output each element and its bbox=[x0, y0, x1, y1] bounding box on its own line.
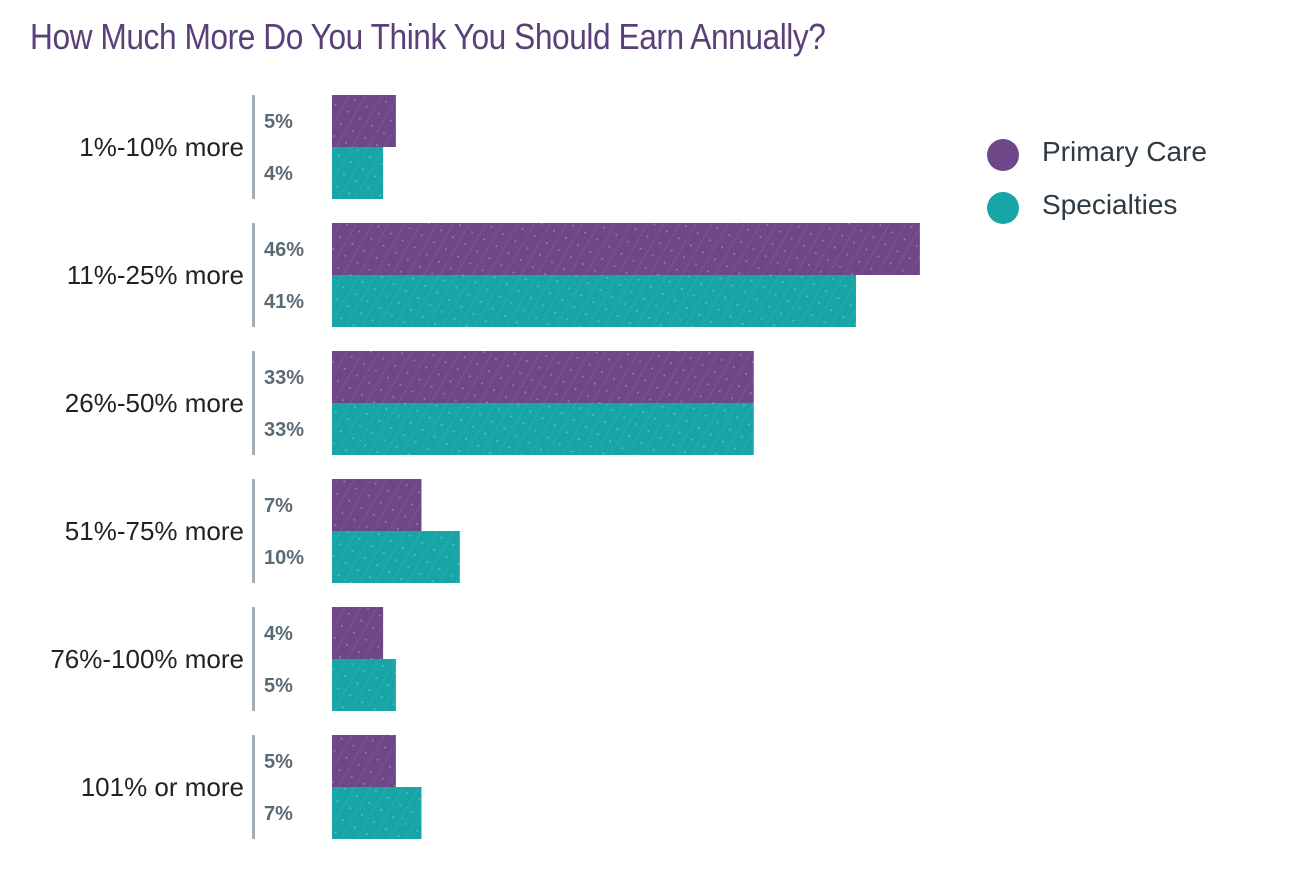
category-label: 26%-50% more bbox=[65, 388, 244, 418]
value-label: 7% bbox=[264, 495, 293, 517]
value-label: 4% bbox=[264, 623, 293, 645]
value-label: 5% bbox=[264, 751, 293, 773]
bar-group: 1%-10% more 5% 4% bbox=[79, 95, 396, 199]
bar-texture bbox=[332, 351, 754, 403]
bar-texture bbox=[332, 659, 396, 711]
value-label: 33% bbox=[264, 419, 304, 441]
group-separator bbox=[252, 223, 255, 327]
group-separator bbox=[252, 351, 255, 455]
bar-group: 26%-50% more 33% 33% bbox=[65, 351, 754, 455]
bar-texture bbox=[332, 403, 754, 455]
legend-item: Primary Care bbox=[987, 136, 1207, 171]
bar-texture bbox=[332, 275, 856, 327]
bar-texture bbox=[332, 787, 422, 839]
category-label: 51%-75% more bbox=[65, 516, 244, 546]
value-label: 41% bbox=[264, 291, 304, 313]
category-label: 11%-25% more bbox=[67, 260, 244, 290]
group-separator bbox=[252, 479, 255, 583]
value-label: 4% bbox=[264, 163, 293, 185]
bar-group: 101% or more 5% 7% bbox=[81, 735, 422, 839]
value-label: 5% bbox=[264, 111, 293, 133]
legend-marker bbox=[987, 139, 1019, 171]
legend-item: Specialties bbox=[987, 189, 1177, 224]
bar-texture bbox=[332, 147, 384, 199]
group-separator bbox=[252, 95, 255, 199]
bars-layer: 1%-10% more 5% 4% 11%-25% more 46% 41% 26%-50%… bbox=[50, 95, 920, 839]
value-label: 10% bbox=[264, 547, 304, 569]
group-separator bbox=[252, 735, 255, 839]
bar-group: 11%-25% more 46% 41% bbox=[67, 223, 920, 327]
value-label: 33% bbox=[264, 367, 304, 389]
bar-texture bbox=[332, 223, 920, 275]
bar-texture bbox=[332, 735, 396, 787]
chart-title: How Much More Do You Think You Should Ea… bbox=[30, 16, 826, 57]
legend: Primary Care Specialties bbox=[987, 136, 1207, 224]
bar-texture bbox=[332, 607, 384, 659]
category-label: 101% or more bbox=[81, 772, 244, 802]
category-label: 1%-10% more bbox=[79, 132, 244, 162]
value-label: 5% bbox=[264, 675, 293, 697]
legend-marker bbox=[987, 192, 1019, 224]
bar-texture bbox=[332, 95, 396, 147]
group-separator bbox=[252, 607, 255, 711]
bar-group: 51%-75% more 7% 10% bbox=[65, 479, 460, 583]
value-label: 7% bbox=[264, 803, 293, 825]
bar-group: 76%-100% more 4% 5% bbox=[50, 607, 396, 711]
bar-texture bbox=[332, 479, 422, 531]
legend-label: Specialties bbox=[1042, 189, 1177, 220]
value-label: 46% bbox=[264, 239, 304, 261]
category-label: 76%-100% more bbox=[50, 644, 244, 674]
legend-label: Primary Care bbox=[1042, 136, 1207, 167]
bar-texture bbox=[332, 531, 460, 583]
